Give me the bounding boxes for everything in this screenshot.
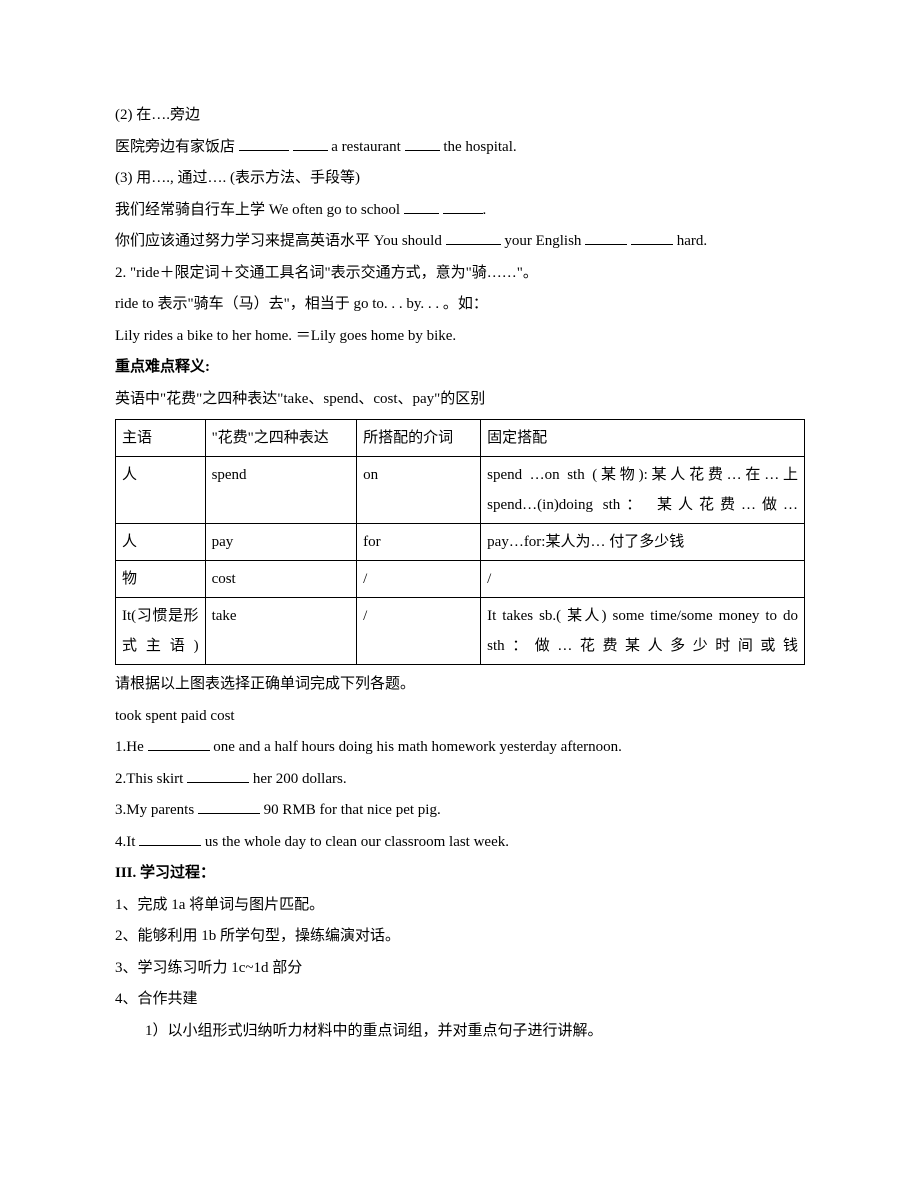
- line-choose: 请根据以上图表选择正确单词完成下列各题。: [115, 669, 805, 701]
- line-ride-1: 2. "ride＋限定词＋交通工具名词"表示交通方式，意为"骑……"。: [115, 258, 805, 290]
- q2: 2.This skirt her 200 dollars.: [115, 764, 805, 796]
- line-lily: Lily rides a bike to her home. ＝Lily goe…: [115, 321, 805, 353]
- line-school: 我们经常骑自行车上学 We often go to school .: [115, 195, 805, 227]
- cell: pay: [205, 524, 357, 561]
- heading-process: III. 学习过程：: [115, 858, 805, 890]
- table-row: 人 spend on spend …on sth (某物):某人花费…在…上sp…: [116, 457, 805, 524]
- line-ride-2: ride to 表示"骑车（马）去"，相当于 go to. . . by. . …: [115, 289, 805, 321]
- table-row: It(习惯是形式主语) take / It takes sb.( 某人) som…: [116, 598, 805, 665]
- step-4: 4、合作共建: [115, 984, 805, 1016]
- q3: 3.My parents 90 RMB for that nice pet pi…: [115, 795, 805, 827]
- cell: /: [357, 561, 481, 598]
- line-hospital: 医院旁边有家饭店 a restaurant the hospital.: [115, 132, 805, 164]
- line-english: 你们应该通过努力学习来提高英语水平 You should your Englis…: [115, 226, 805, 258]
- cell: take: [205, 598, 357, 665]
- th-subject: 主语: [116, 420, 206, 457]
- th-fixed: 固定搭配: [481, 420, 805, 457]
- cell: 物: [116, 561, 206, 598]
- q4: 4.It us the whole day to clean our class…: [115, 827, 805, 859]
- cell: /: [481, 561, 805, 598]
- line-spend-intro: 英语中"花费"之四种表达"take、spend、cost、pay"的区别: [115, 384, 805, 416]
- step-4-1: 1）以小组形式归纳听力材料中的重点词组，并对重点句子进行讲解。: [115, 1016, 805, 1048]
- cell: pay…for:某人为… 付了多少钱: [481, 524, 805, 561]
- spend-table: 主语 "花费"之四种表达 所搭配的介词 固定搭配 人 spend on spen…: [115, 419, 805, 665]
- line-words: took spent paid cost: [115, 701, 805, 733]
- heading-key-points: 重点难点释义:: [115, 352, 805, 384]
- cell: for: [357, 524, 481, 561]
- cell: 人: [116, 524, 206, 561]
- cell: spend …on sth (某物):某人花费…在…上spend…(in)doi…: [481, 457, 805, 524]
- cell: spend: [205, 457, 357, 524]
- line-3-1: (3) 用…., 通过…. (表示方法、手段等): [115, 163, 805, 195]
- q1: 1.He one and a half hours doing his math…: [115, 732, 805, 764]
- cell: It(习惯是形式主语): [116, 598, 206, 665]
- cell: on: [357, 457, 481, 524]
- step-1: 1、完成 1a 将单词与图片匹配。: [115, 890, 805, 922]
- step-3: 3、学习练习听力 1c~1d 部分: [115, 953, 805, 985]
- cell: cost: [205, 561, 357, 598]
- step-2: 2、能够利用 1b 所学句型，操练编演对话。: [115, 921, 805, 953]
- th-prep: 所搭配的介词: [357, 420, 481, 457]
- table-row: 物 cost / /: [116, 561, 805, 598]
- table-row: 人 pay for pay…for:某人为… 付了多少钱: [116, 524, 805, 561]
- th-expr: "花费"之四种表达: [205, 420, 357, 457]
- line-2-1: (2) 在….旁边: [115, 100, 805, 132]
- cell: /: [357, 598, 481, 665]
- table-header-row: 主语 "花费"之四种表达 所搭配的介词 固定搭配: [116, 420, 805, 457]
- cell: 人: [116, 457, 206, 524]
- cell: It takes sb.( 某人) some time/some money t…: [481, 598, 805, 665]
